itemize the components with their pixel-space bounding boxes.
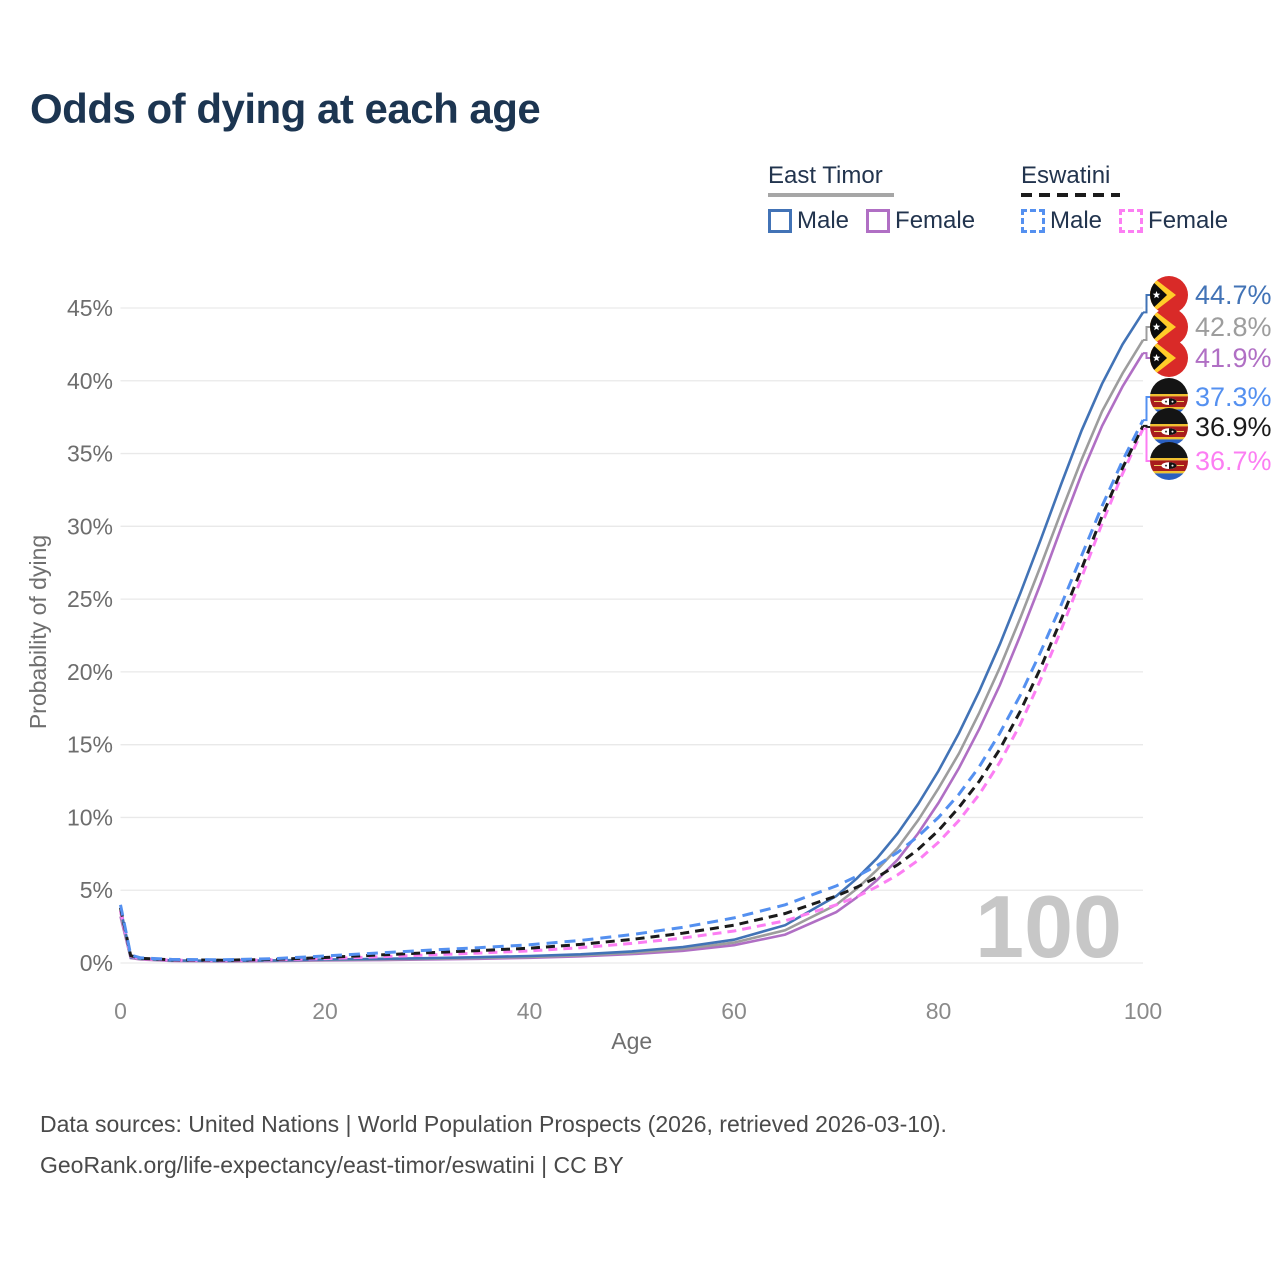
- eswatini-female-swatch: [1119, 209, 1144, 234]
- data-sources-text: Data sources: United Nations | World Pop…: [40, 1111, 947, 1137]
- end-label-value: 36.7%: [1195, 445, 1272, 476]
- eswatini-flag-icon: [1150, 408, 1188, 446]
- east-timor-line-swatch: [768, 193, 894, 198]
- end-label-value: 37.3%: [1195, 381, 1272, 412]
- end-label-eswatini-female: 36.7%: [1150, 442, 1272, 480]
- label-leader-line: [1143, 326, 1150, 341]
- y-axis-tick: 5%: [80, 877, 113, 903]
- east-timor-female-swatch: [866, 209, 891, 234]
- y-axis-tick: 10%: [67, 804, 113, 830]
- y-axis-tick: 40%: [67, 368, 113, 394]
- east-timor-male-swatch: [768, 209, 792, 234]
- end-label-east-timor-female: 41.9%: [1150, 339, 1272, 377]
- legend-label-eswatini-male: Male: [1050, 207, 1103, 235]
- legend-label-east-timor-male: Male: [797, 207, 850, 235]
- legend-country-east-timor: East Timor: [768, 162, 883, 189]
- end-label-value: 42.8%: [1195, 311, 1272, 342]
- eswatini-line-swatch: [1021, 193, 1120, 198]
- x-axis-tick: 0: [114, 998, 127, 1024]
- legend-group-eswatini: Eswatini Male Female: [1021, 162, 1229, 235]
- label-leader-line: [1143, 427, 1150, 462]
- y-axis-tick: 25%: [67, 586, 113, 612]
- end-label-value: 44.7%: [1195, 279, 1272, 310]
- series-line-eswatini-male: [119, 419, 1145, 962]
- east-timor-flag-icon: [1150, 276, 1188, 314]
- series-line-east-timor-both-sexes: [119, 339, 1145, 963]
- end-label-east-timor-both-sexes: 42.8%: [1150, 308, 1272, 346]
- label-leader-line: [1143, 396, 1150, 422]
- footer: Data sources: United Nations | World Pop…: [40, 1104, 947, 1186]
- east-timor-flag-icon: [1150, 339, 1188, 377]
- legend-group-east-timor: East Timor Male Female: [768, 162, 976, 235]
- x-axis-title: Age: [611, 1028, 652, 1054]
- attribution-text: GeoRank.org/life-expectancy/east-timor/e…: [40, 1152, 624, 1178]
- series-line-east-timor-male: [119, 311, 1145, 963]
- y-axis-title: Probability of dying: [25, 535, 51, 729]
- y-axis-tick: 20%: [67, 659, 113, 685]
- label-leader-line: [1143, 294, 1150, 314]
- x-axis-tick: 80: [926, 998, 952, 1024]
- x-axis-tick: 100: [1124, 998, 1162, 1024]
- y-axis-tick: 35%: [67, 441, 113, 467]
- eswatini-flag-icon: [1150, 442, 1188, 480]
- eswatini-male-swatch: [1021, 209, 1045, 234]
- y-axis-tick: 45%: [67, 295, 113, 321]
- series-line-east-timor-female: [119, 352, 1145, 963]
- x-axis-tick: 20: [312, 998, 338, 1024]
- end-label-eswatini-both-sexes: 36.9%: [1150, 408, 1272, 446]
- end-label-value: 41.9%: [1195, 342, 1272, 373]
- age-watermark: 100: [975, 877, 1122, 976]
- y-axis-tick: 0%: [80, 950, 113, 976]
- page-title: Odds of dying at each age: [30, 85, 541, 132]
- y-axis-tick: 15%: [67, 732, 113, 758]
- end-label-east-timor-male: 44.7%: [1150, 276, 1272, 314]
- east-timor-flag-icon: [1150, 308, 1188, 346]
- label-leader-line: [1143, 424, 1150, 428]
- label-leader-line: [1143, 352, 1150, 359]
- legend-label-eswatini-female: Female: [1148, 207, 1229, 235]
- legend-label-east-timor-female: Female: [895, 207, 976, 235]
- y-axis-tick: 30%: [67, 513, 113, 539]
- x-axis-tick: 60: [721, 998, 747, 1024]
- x-axis-tick: 40: [517, 998, 543, 1024]
- legend-country-eswatini: Eswatini: [1021, 162, 1111, 189]
- end-label-value: 36.9%: [1195, 411, 1272, 442]
